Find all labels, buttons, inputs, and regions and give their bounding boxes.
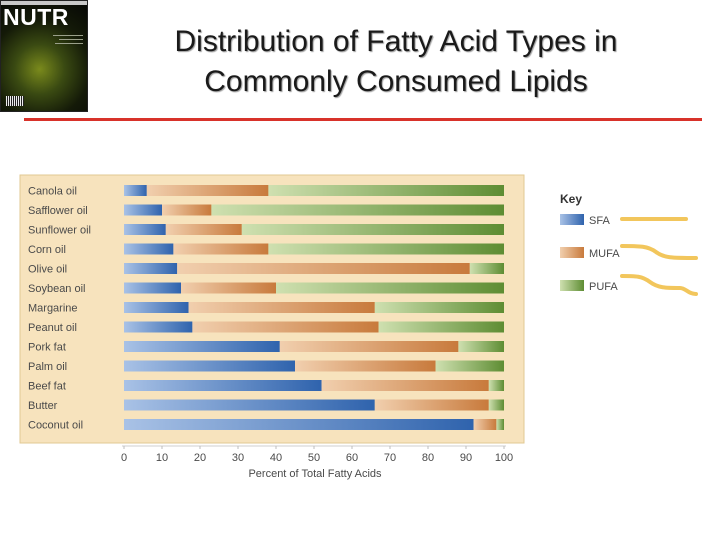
category-label: Butter <box>28 400 58 412</box>
bar-mufa <box>173 243 269 255</box>
category-label: Corn oil <box>28 244 66 256</box>
bar-mufa <box>279 341 459 352</box>
bar-pufa <box>211 204 504 216</box>
bar-mufa <box>295 360 436 372</box>
bar-pufa <box>488 380 504 391</box>
bar-mufa <box>181 282 276 294</box>
bar-sfa <box>124 341 280 352</box>
bar-pufa <box>458 341 504 352</box>
x-tick-label: 80 <box>422 452 434 464</box>
bar-pufa <box>496 419 504 430</box>
slide-title: Distribution of Fatty Acid Types in Comm… <box>94 22 698 102</box>
category-labels: Canola oil Safflower oil Sunflower oil Corn… <box>28 186 91 432</box>
legend-curve-mufa <box>620 244 698 260</box>
category-label: Palm oil <box>28 361 67 373</box>
category-label: Canola oil <box>28 186 77 198</box>
bar-mufa <box>188 302 375 313</box>
x-tick-label: 60 <box>346 452 358 464</box>
bar-mufa <box>192 321 379 333</box>
bar-mufa <box>162 204 212 216</box>
bar-sfa <box>124 204 162 216</box>
bars-group <box>124 185 505 430</box>
bar-mufa <box>473 419 497 430</box>
bar-pufa <box>276 282 504 294</box>
x-tick-label: 30 <box>232 452 244 464</box>
bar-pufa <box>469 263 504 274</box>
bar-pufa <box>268 185 504 196</box>
bar-mufa <box>374 399 489 411</box>
legend-swatch-mufa <box>560 247 584 258</box>
category-label: Coconut oil <box>28 420 83 432</box>
legend-swatch-pufa <box>560 280 584 291</box>
x-tick-label: 0 <box>121 452 127 464</box>
cover-text-line <box>59 39 83 40</box>
bar-sfa <box>124 380 322 391</box>
bar-sfa <box>124 282 181 294</box>
bar-pufa <box>435 360 504 372</box>
book-cover-image: NUTR <box>0 0 88 112</box>
bar-sfa <box>124 321 193 333</box>
bar-sfa <box>124 360 295 372</box>
bar-mufa <box>146 185 269 196</box>
bar-sfa <box>124 419 474 430</box>
category-label: Sunflower oil <box>28 225 91 237</box>
title-divider <box>24 118 702 121</box>
category-label: Peanut oil <box>28 322 77 334</box>
category-label: Margarine <box>28 303 78 315</box>
x-tick-label: 90 <box>460 452 472 464</box>
bar-mufa <box>177 263 470 274</box>
bar-sfa <box>124 185 147 196</box>
bar-pufa <box>488 399 504 411</box>
x-tick-label: 10 <box>156 452 168 464</box>
x-axis-label: Percent of Total Fatty Acids <box>248 468 382 480</box>
bar-sfa <box>124 243 174 255</box>
legend-swatch-sfa <box>560 214 584 225</box>
category-label: Safflower oil <box>28 205 88 217</box>
legend-label-mufa: MUFA <box>589 248 620 260</box>
cover-title: NUTR <box>3 4 69 30</box>
legend-label-pufa: PUFA <box>589 281 618 293</box>
bar-sfa <box>124 302 189 313</box>
x-axis: 0 10 20 30 40 50 60 70 80 90 100 <box>121 445 513 464</box>
legend: Key SFA MUFA PUFA <box>560 192 698 296</box>
legend-label-sfa: SFA <box>589 215 610 227</box>
category-label: Pork fat <box>28 342 66 354</box>
legend-title: Key <box>560 192 582 206</box>
bar-mufa <box>165 224 242 235</box>
legend-curve-pufa <box>620 274 698 296</box>
slide-title-line-1: Distribution of Fatty Acid Types in <box>174 25 618 58</box>
bar-pufa <box>374 302 504 313</box>
bar-mufa <box>321 380 489 391</box>
cover-text-line <box>53 35 83 36</box>
x-tick-label: 70 <box>384 452 396 464</box>
cover-barcode <box>6 96 24 106</box>
bar-sfa <box>124 399 375 411</box>
category-label: Olive oil <box>28 264 67 276</box>
cover-text-line <box>55 43 83 44</box>
bar-pufa <box>268 243 504 255</box>
cover-band <box>1 1 87 5</box>
bar-sfa <box>124 263 178 274</box>
bar-pufa <box>378 321 504 333</box>
x-tick-label: 100 <box>495 452 513 464</box>
x-tick-label: 20 <box>194 452 206 464</box>
slide-title-line-2: Commonly Consumed Lipids <box>204 65 588 98</box>
category-label: Beef fat <box>28 381 66 393</box>
x-tick-label: 40 <box>270 452 282 464</box>
x-tick-label: 50 <box>308 452 320 464</box>
category-label: Soybean oil <box>28 283 86 295</box>
bar-pufa <box>241 224 505 235</box>
bar-sfa <box>124 224 166 235</box>
